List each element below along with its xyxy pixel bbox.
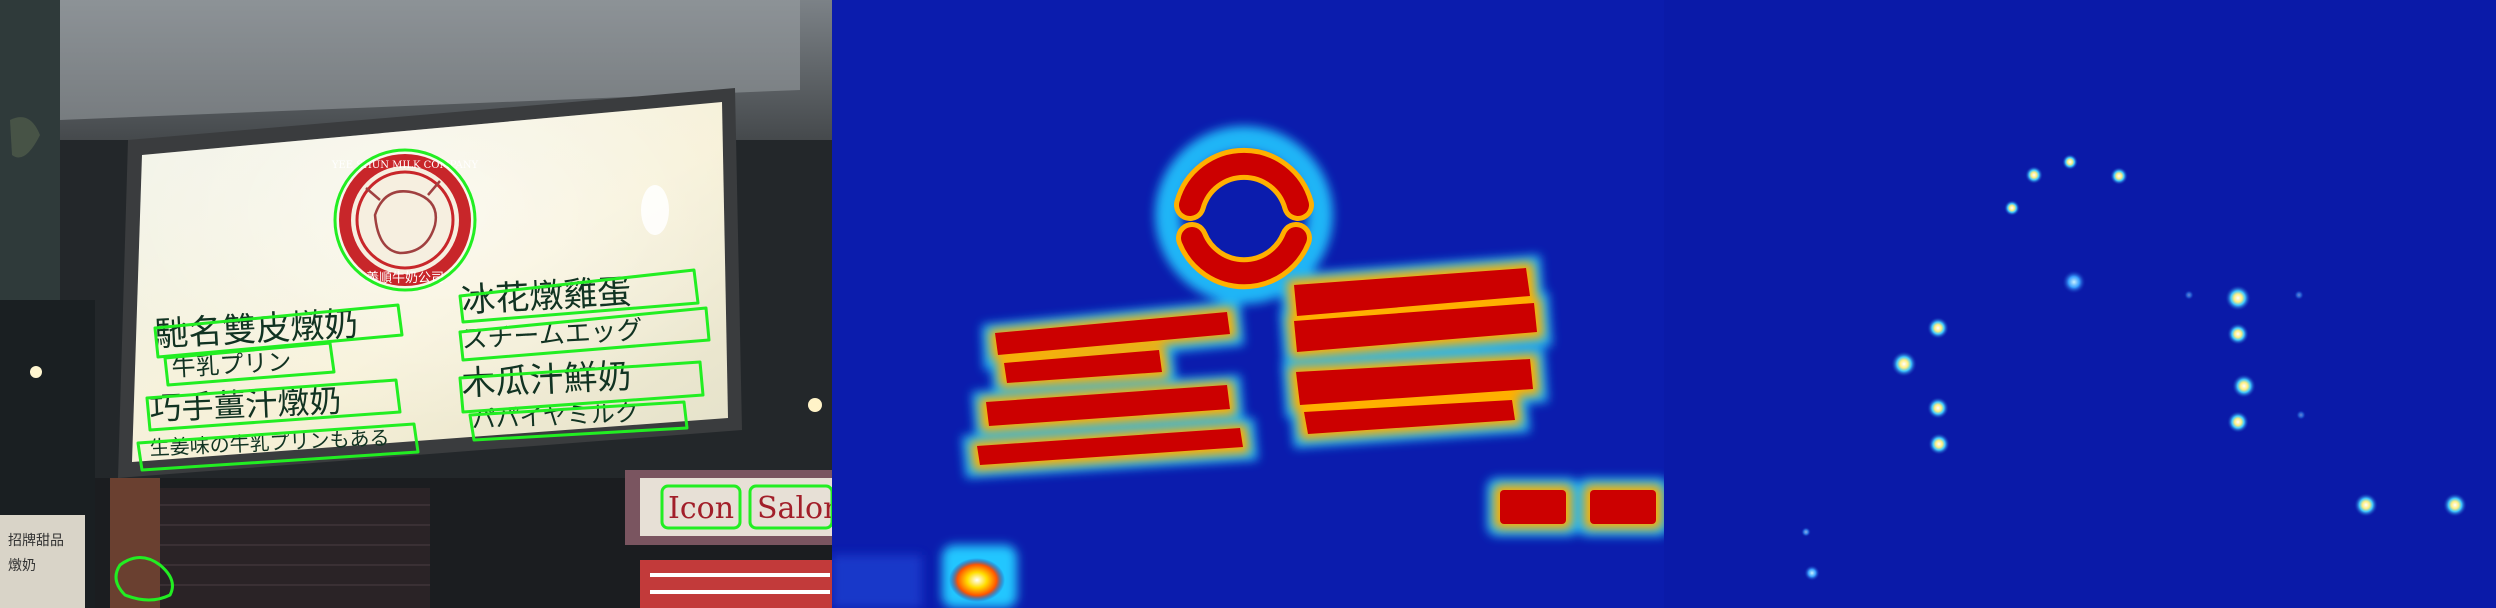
- detection-outlines: [114, 148, 832, 602]
- heat-salon-word: [1590, 490, 1656, 524]
- heat-right-2: [1294, 303, 1537, 352]
- small-sign: [0, 515, 85, 608]
- detection-left-1: [153, 303, 404, 359]
- shutter: [160, 488, 430, 608]
- small-sign-line-1: 招牌甜品: [8, 532, 64, 549]
- shop-word-icon: Icon: [668, 491, 734, 526]
- point-3: [2110, 167, 2128, 185]
- point-4: [2004, 200, 2020, 216]
- heat-right-3: [1296, 359, 1533, 405]
- point-12: [2232, 374, 2256, 398]
- side-column: [110, 478, 160, 608]
- point-5: [2062, 270, 2086, 294]
- ceiling-panel: [50, 0, 800, 120]
- detection-left-2: [163, 341, 336, 387]
- point-7: [1891, 351, 1917, 377]
- lamp-light: [30, 366, 42, 378]
- light-reflection: [641, 185, 669, 235]
- logo-chinese-text: 義順牛奶公司: [366, 270, 444, 286]
- region-heatmap-panel: [832, 0, 1664, 608]
- point-1: [2025, 166, 2043, 184]
- center-points: [1801, 154, 2467, 581]
- detection-bottom-left: [114, 556, 174, 602]
- point-17: [1801, 527, 1811, 537]
- detection-right-1: [458, 268, 700, 324]
- region-heatmap: [832, 0, 1664, 608]
- heat-left-3: [986, 385, 1230, 426]
- detection-left-3: [145, 378, 402, 432]
- shop-word-salon: Salon: [757, 491, 832, 526]
- point-15: [2443, 493, 2467, 517]
- point-11: [2227, 323, 2249, 345]
- heat-icon-word: [1500, 490, 1566, 524]
- sign-line-left-3: 巧手薑汁燉奶: [149, 382, 342, 428]
- red-awning: [640, 560, 832, 608]
- detection-right-4: [468, 400, 689, 442]
- point-10: [2225, 285, 2251, 311]
- detection-icon-word: [660, 484, 742, 530]
- lamp-light-right: [808, 398, 822, 412]
- center-point-heatmap-panel: [1664, 0, 2496, 608]
- point-8: [1927, 397, 1949, 419]
- sign-line-right-3: 木瓜汁鮮奶: [461, 357, 633, 404]
- point-16: [1804, 565, 1820, 581]
- point-14: [2354, 493, 2378, 517]
- heat-logo-ring: [1174, 147, 1314, 290]
- logo-ring-text: YEE SHUN MILK COMPANY: [331, 160, 479, 171]
- point-6: [1927, 317, 1949, 339]
- point-2: [2062, 154, 2078, 170]
- heat-bottom-left: [949, 558, 1005, 602]
- heat-left-1: [995, 312, 1230, 355]
- photo-scene: YEE SHUN MILK COMPANY 義順牛奶公司 馳名雙皮燉奶 牛乳プリ…: [0, 0, 832, 608]
- detection-left-4: [136, 422, 420, 472]
- text-region-cores: [977, 268, 1656, 524]
- point-9: [1928, 433, 1950, 455]
- heat-left-4: [977, 428, 1243, 465]
- detection-salon-word: [748, 484, 832, 530]
- heat-right-1: [1294, 268, 1530, 316]
- heat-left-2: [1004, 350, 1162, 383]
- point-13: [2227, 411, 2249, 433]
- photo-panel: YEE SHUN MILK COMPANY 義順牛奶公司 馳名雙皮燉奶 牛乳プリ…: [0, 0, 832, 608]
- detection-right-3: [458, 360, 705, 414]
- point-heatmap-background: [1664, 0, 2496, 608]
- milk-company-logo: YEE SHUN MILK COMPANY 義順牛奶公司: [331, 154, 479, 286]
- detection-logo-top: [333, 148, 477, 292]
- plant: [10, 117, 40, 158]
- heat-right-4: [1304, 400, 1515, 434]
- detection-right-2: [458, 306, 711, 362]
- center-point-heatmap: [1664, 0, 2496, 608]
- small-sign-line-2: 燉奶: [8, 558, 36, 574]
